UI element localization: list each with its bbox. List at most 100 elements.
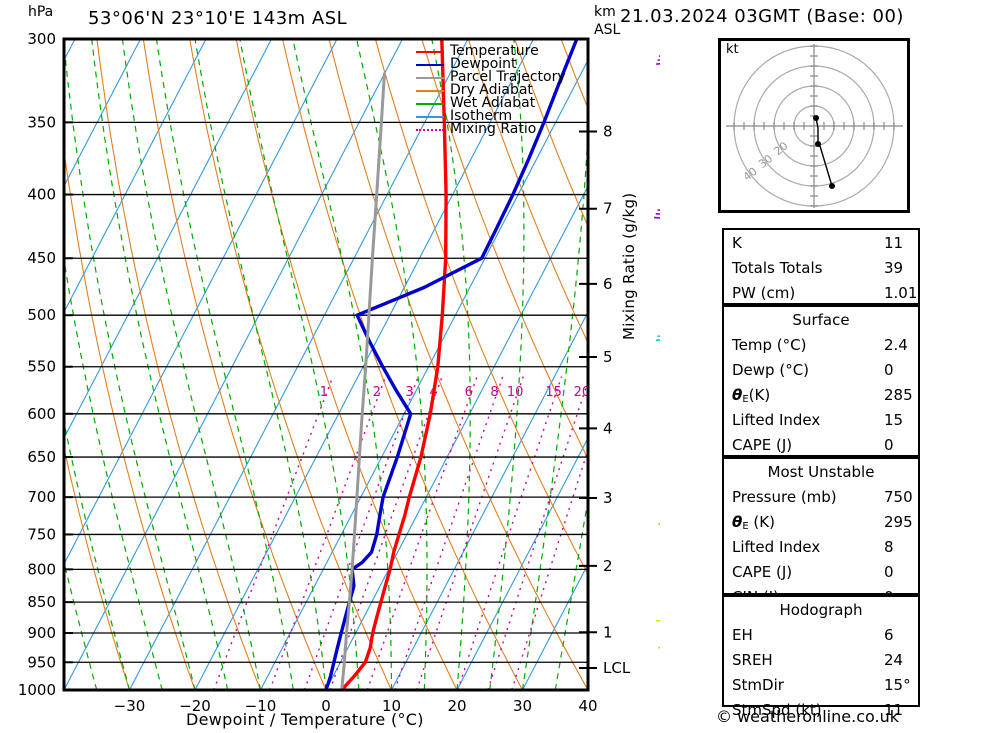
legend-label: Dewpoint (450, 56, 517, 72)
svg-text:LCL: LCL (603, 659, 631, 677)
index-label: Temp (°C) (732, 336, 807, 354)
index-value: 15° (884, 676, 911, 694)
legend-swatch (416, 64, 444, 66)
svg-text:350: 350 (27, 113, 56, 131)
legend-label: Mixing Ratio (450, 121, 537, 137)
index-label: θE (K) (732, 513, 775, 532)
index-row-unstable-3: CAPE (J) 0 (724, 561, 918, 586)
svg-text:6: 6 (603, 275, 613, 293)
legend-item-mixing-ratio: Mixing Ratio (416, 121, 586, 137)
index-value: 8 (884, 538, 894, 556)
index-value: 0 (884, 563, 894, 581)
index-label: Lifted Index (732, 411, 821, 429)
legend-item-parcel-trajectory: Parcel Trajectory (416, 69, 586, 85)
index-row-unstable-0: Pressure (mb) 750 (724, 486, 918, 511)
section-title: Most Unstable (767, 463, 875, 481)
index-value: 750 (884, 488, 913, 506)
surface-indices-box: Surface Temp (°C) 2.4 Dewp (°C) 0 θE(K) 285 Lif… (722, 305, 920, 479)
x-axis-label: Dewpoint / Temperature (°C) (186, 710, 424, 729)
index-value: 11 (884, 701, 904, 719)
surface-section-title: Surface (724, 309, 918, 334)
index-label: Lifted Index (732, 538, 821, 556)
svg-text:15: 15 (545, 385, 562, 400)
index-row-hodostat-2: StmDir 15° (724, 674, 918, 699)
most-unstable-box: Most Unstable Pressure (mb) 750 θE (K) 295 Li… (722, 457, 920, 606)
hodograph-unit-label: kt (726, 42, 739, 57)
legend-item-temperature: Temperature (416, 43, 586, 59)
mixing-ratio-axis-label: Mixing Ratio (g/kg) (620, 192, 638, 340)
svg-text:600: 600 (27, 405, 56, 423)
legend-label: Temperature (450, 43, 539, 59)
svg-text:−30: −30 (114, 697, 146, 715)
index-label: PW (cm) (732, 284, 796, 302)
svg-text:2: 2 (603, 557, 613, 575)
svg-text:8: 8 (490, 385, 498, 400)
skewt-diagram: 1 2 3 4 6 8 10 15 20 300350400450500550600650700… (18, 30, 660, 715)
index-row-surface-4: CAPE (J) 0 (724, 434, 918, 459)
index-row-hodostat-3: StmSpd (kt) 11 (724, 699, 918, 724)
svg-text:2: 2 (373, 385, 381, 400)
index-label: CAPE (J) (732, 563, 793, 581)
index-value: 285 (884, 386, 913, 404)
svg-text:750: 750 (27, 525, 56, 543)
index-row-unstable-2: Lifted Index 8 (724, 536, 918, 561)
svg-text:500: 500 (27, 306, 56, 324)
svg-text:550: 550 (27, 358, 56, 376)
svg-text:950: 950 (27, 653, 56, 671)
index-label: Dewp (°C) (732, 361, 810, 379)
index-row-general-0: K 11 (724, 232, 918, 257)
height-unit-label-line1: km (594, 4, 616, 20)
most-unstable-section-title: Most Unstable (724, 461, 918, 486)
svg-text:650: 650 (27, 448, 56, 466)
index-label: CAPE (J) (732, 436, 793, 454)
svg-text:3: 3 (405, 385, 413, 400)
index-label: EH (732, 626, 753, 644)
index-row-surface-3: Lifted Index 15 (724, 409, 918, 434)
index-label: StmSpd (kt) (732, 701, 822, 719)
legend-swatch (416, 103, 444, 105)
section-title: Surface (792, 311, 850, 329)
svg-text:900: 900 (27, 624, 56, 642)
index-value: 24 (884, 651, 904, 669)
svg-text:1: 1 (320, 385, 328, 400)
legend-swatch (416, 90, 444, 92)
svg-text:8: 8 (603, 123, 613, 141)
legend-swatch (416, 51, 444, 53)
svg-text:−10: −10 (245, 697, 277, 715)
index-label: Pressure (mb) (732, 488, 837, 506)
hodograph-stats-box: Hodograph EH 6 SREH 24 StmDir 15° StmSpd (kt) 11 (722, 595, 920, 719)
index-row-general-2: PW (cm) 1.01 (724, 282, 918, 307)
svg-text:3: 3 (603, 489, 613, 507)
svg-text:1000: 1000 (18, 681, 56, 699)
hodograph-section-title: Hodograph (724, 599, 918, 624)
svg-text:20: 20 (574, 385, 591, 400)
svg-text:40: 40 (578, 697, 597, 715)
index-value: 2.4 (884, 336, 908, 354)
section-title: Hodograph (779, 601, 863, 619)
index-row-hodostat-1: SREH 24 (724, 649, 918, 674)
legend-label: Isotherm (450, 108, 513, 124)
index-value: 15 (884, 411, 904, 429)
svg-text:−20: −20 (179, 697, 211, 715)
index-row-unstable-1: θE (K) 295 (724, 511, 918, 536)
index-row-surface-2: θE(K) 285 (724, 384, 918, 409)
index-value: 295 (884, 513, 913, 531)
svg-text:700: 700 (27, 488, 56, 506)
index-value: 1.01 (884, 284, 918, 302)
legend-swatch (416, 129, 444, 131)
index-value: 39 (884, 259, 904, 277)
svg-text:1: 1 (603, 623, 613, 641)
page-title: 53°06'N 23°10'E 143m ASL (88, 8, 348, 29)
svg-text:10: 10 (382, 697, 401, 715)
legend-item-dewpoint: Dewpoint (416, 56, 586, 72)
svg-text:10: 10 (507, 385, 524, 400)
index-row-surface-1: Dewp (°C) 0 (724, 359, 918, 384)
general-indices-box: K 11 Totals Totals 39 PW (cm) 1.01 (722, 228, 920, 305)
legend-item-dry-adiabat: Dry Adiabat (416, 82, 586, 98)
index-row-general-1: Totals Totals 39 (724, 257, 918, 282)
legend-label: Wet Adiabat (450, 95, 536, 111)
svg-text:6: 6 (465, 385, 473, 400)
index-label: SREH (732, 651, 773, 669)
svg-text:20: 20 (447, 697, 466, 715)
